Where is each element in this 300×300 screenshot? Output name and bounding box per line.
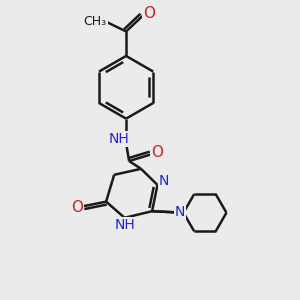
Text: N: N (159, 174, 169, 188)
Text: NH: NH (115, 218, 136, 232)
Text: O: O (151, 145, 163, 160)
Text: O: O (71, 200, 83, 215)
Text: NH: NH (108, 132, 129, 146)
Text: O: O (143, 6, 155, 21)
Text: CH₃: CH₃ (83, 15, 106, 28)
Text: N: N (175, 205, 185, 219)
